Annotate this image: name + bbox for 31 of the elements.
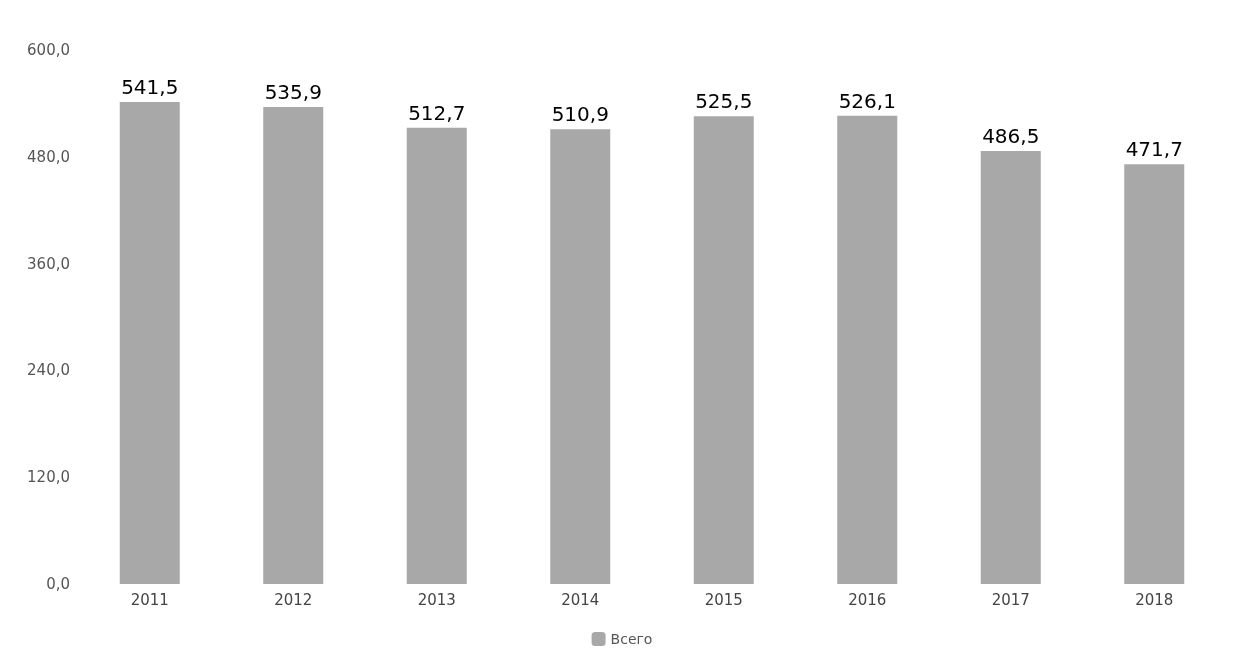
bar (693, 116, 754, 584)
data-label: 525,5 (695, 89, 753, 114)
y-tick-label: 480,0 (27, 147, 70, 166)
bar (263, 107, 324, 584)
x-tick-label: 2017 (991, 590, 1030, 609)
data-label: 510,9 (551, 102, 609, 127)
data-label: 486,5 (982, 124, 1040, 149)
data-label: 526,1 (838, 88, 896, 113)
bar (837, 115, 898, 584)
x-tick-label: 2014 (561, 590, 600, 609)
x-tick-label: 2018 (1135, 590, 1174, 609)
bar (406, 127, 467, 584)
data-label: 512,7 (408, 100, 466, 125)
legend-label: Всего (610, 631, 653, 647)
bar (119, 102, 180, 584)
data-label: 471,7 (1125, 137, 1183, 162)
x-tick-label: 2013 (417, 590, 456, 609)
x-tick-label: 2011 (130, 590, 169, 609)
bar (980, 151, 1041, 584)
y-tick-label: 120,0 (27, 468, 70, 487)
bar (550, 129, 611, 584)
y-tick-label: 600,0 (27, 41, 70, 59)
y-tick-label: 360,0 (27, 254, 70, 273)
data-label: 541,5 (121, 75, 179, 100)
x-tick-label: 2012 (274, 590, 313, 609)
y-tick-label: 240,0 (27, 361, 70, 380)
y-tick-label: 0,0 (46, 575, 70, 593)
data-label: 535,9 (264, 80, 322, 105)
x-tick-label: 2015 (704, 590, 743, 609)
x-tick-label: 2016 (848, 590, 887, 609)
bar (1124, 164, 1185, 584)
